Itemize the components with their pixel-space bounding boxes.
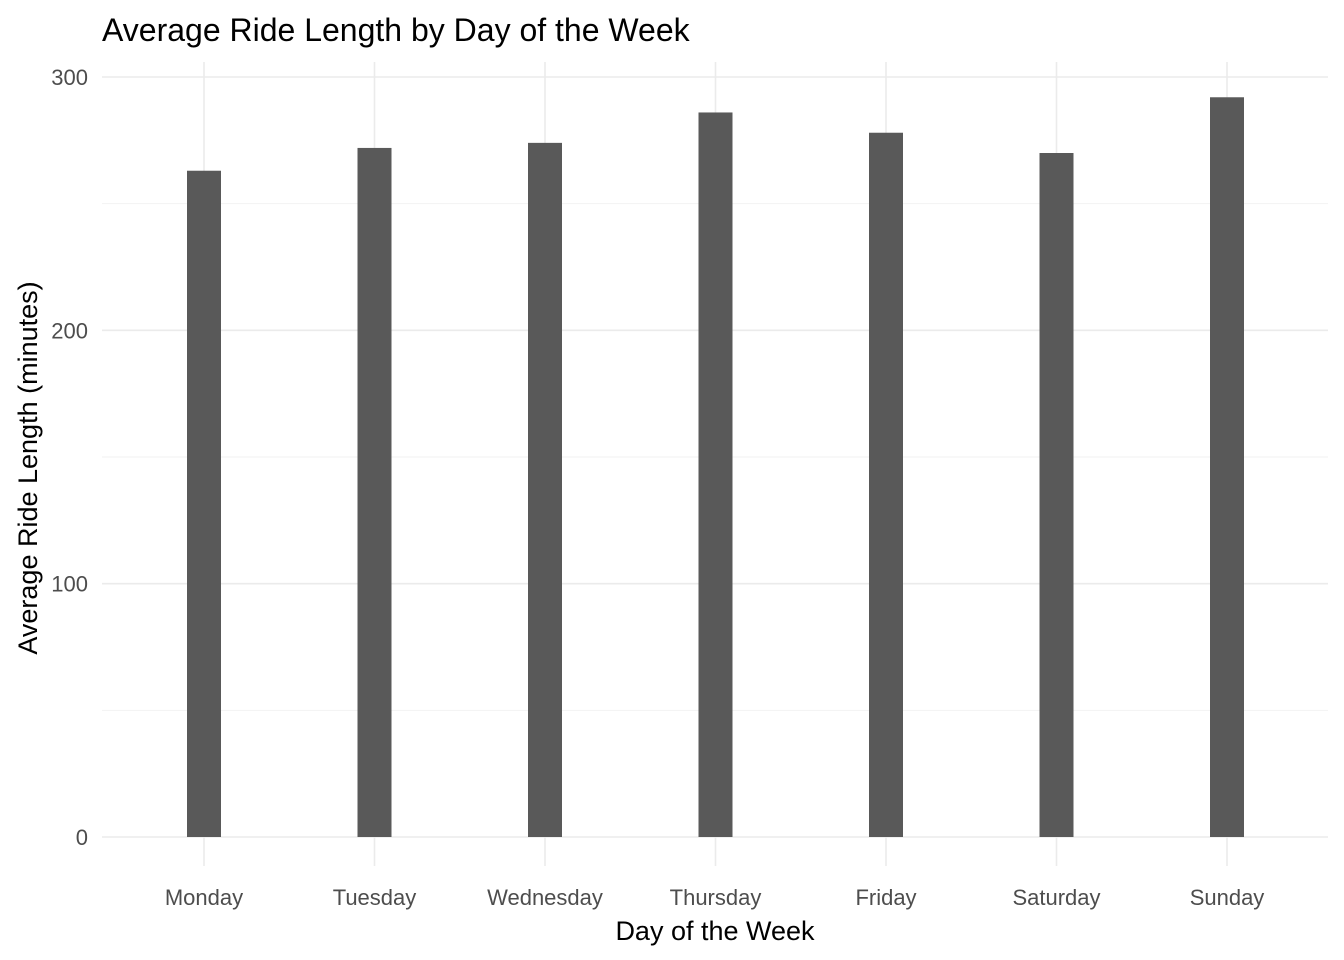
bar-saturday bbox=[1039, 153, 1074, 837]
x-tick-label-tuesday: Tuesday bbox=[333, 885, 417, 910]
bar-tuesday bbox=[357, 147, 392, 837]
x-tick-label-friday: Friday bbox=[855, 885, 916, 910]
y-axis-title: Average Ride Length (minutes) bbox=[13, 281, 43, 654]
y-axis-ticks: 0 100 200 300 bbox=[51, 65, 88, 850]
y-tick-label: 0 bbox=[76, 825, 88, 850]
bar-monday bbox=[187, 170, 221, 837]
x-tick-label-monday: Monday bbox=[165, 885, 243, 910]
x-axis-title: Day of the Week bbox=[615, 916, 815, 946]
bar-sunday bbox=[1210, 97, 1244, 838]
x-tick-label-thursday: Thursday bbox=[670, 885, 762, 910]
x-tick-label-wednesday: Wednesday bbox=[487, 885, 603, 910]
bar-thursday bbox=[698, 112, 733, 837]
y-tick-label: 100 bbox=[51, 572, 88, 597]
y-tick-label: 200 bbox=[51, 318, 88, 343]
bars bbox=[187, 97, 1244, 838]
x-tick-label-saturday: Saturday bbox=[1012, 885, 1100, 910]
x-axis-ticks: Monday Tuesday Wednesday Thursday Friday Satu… bbox=[165, 885, 1264, 910]
y-tick-label: 300 bbox=[51, 65, 88, 90]
bar-wednesday bbox=[528, 142, 562, 837]
chart-title: Average Ride Length by Day of the Week bbox=[102, 12, 691, 48]
x-tick-label-sunday: Sunday bbox=[1190, 885, 1265, 910]
bar-friday bbox=[869, 132, 903, 837]
